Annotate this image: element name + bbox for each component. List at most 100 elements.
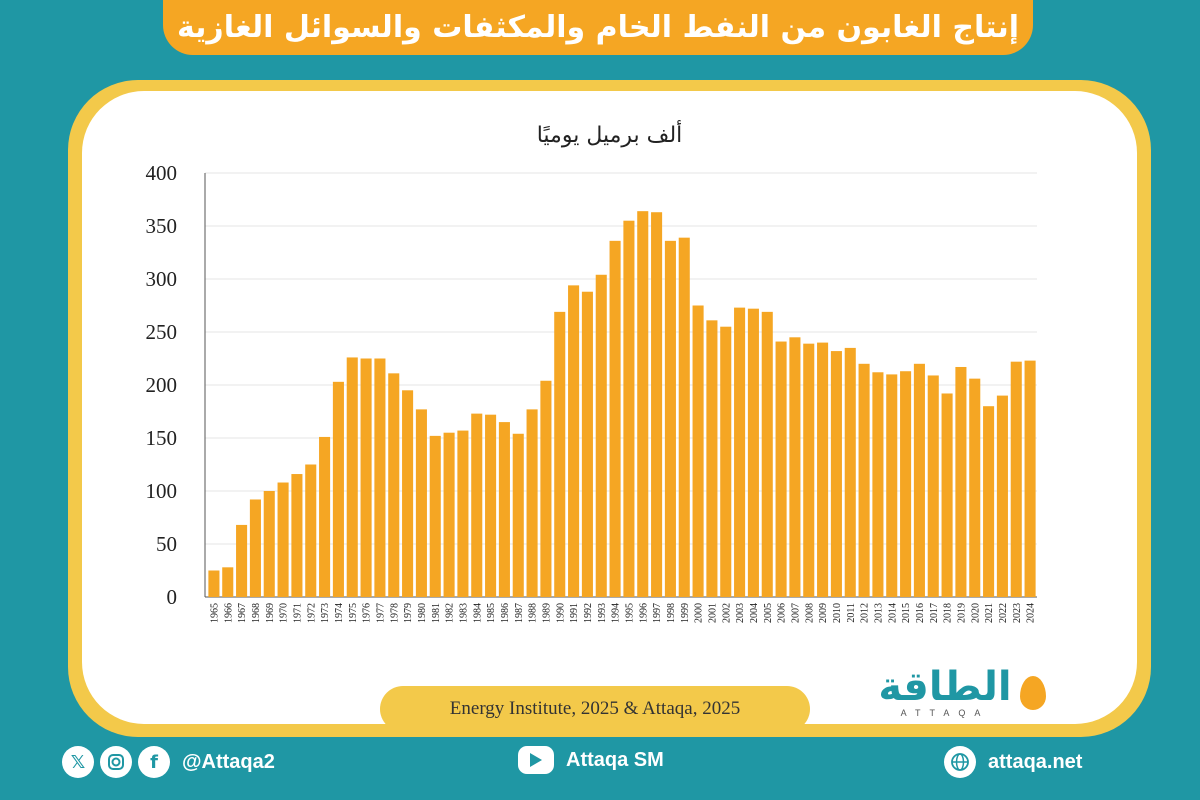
bar: [761, 311, 773, 597]
bar: [955, 366, 967, 597]
bar: [512, 433, 524, 597]
bar: [941, 393, 953, 597]
youtube-channel[interactable]: Attaqa SM: [566, 748, 664, 771]
y-tick-label: 0: [167, 585, 178, 609]
x-tick-label: 2003: [735, 603, 746, 623]
source-text: Energy Institute, 2025 & Attaqa, 2025: [449, 698, 741, 719]
y-tick-label: 200: [146, 373, 178, 397]
x-tick-label: 1999: [680, 603, 691, 623]
bar: [913, 363, 925, 597]
attaqa-logo: الطاقة ATTAQA: [870, 664, 1060, 728]
x-tick-label: 1977: [375, 603, 386, 623]
x-tick-label: 2000: [694, 603, 705, 623]
x-tick-label: 2002: [721, 603, 732, 623]
x-tick-label: 2017: [929, 603, 940, 623]
x-tick-label: 2015: [901, 603, 912, 623]
bar: [844, 347, 856, 597]
bar: [803, 343, 815, 597]
bar: [706, 320, 718, 597]
bar: [734, 307, 746, 597]
bar: [332, 381, 344, 597]
bar: [374, 358, 386, 597]
x-tick-label: 1993: [597, 603, 608, 623]
x-tick-label: 2007: [790, 603, 801, 623]
x-tick-label: 1972: [306, 603, 317, 623]
x-tick-label: 1971: [292, 603, 303, 623]
x-tick-label: 1979: [403, 603, 414, 623]
social-links: 𝕏 f @Attaqa2: [62, 746, 275, 778]
website-url[interactable]: attaqa.net: [988, 750, 1083, 773]
bar: [526, 409, 538, 597]
bar: [263, 491, 275, 597]
x-tick-label: 2011: [846, 603, 857, 623]
chart-title: إنتاج الغابون من النفط الخام والمكثفات و…: [176, 10, 1020, 45]
x-tick-label: 1992: [583, 603, 594, 623]
bar: [789, 337, 801, 597]
bar: [969, 378, 981, 597]
x-tick-label: 2014: [887, 603, 898, 623]
logo-arabic-text: الطاقة: [878, 664, 1012, 710]
bar: [402, 390, 414, 597]
bar: [319, 436, 331, 597]
globe-icon: [944, 746, 976, 778]
y-axis-unit-label: ألف برميل يوميًا: [536, 123, 683, 148]
x-tick-label: 1976: [362, 603, 373, 623]
x-tick-label: 1988: [528, 603, 539, 623]
youtube-icon: [518, 746, 554, 774]
y-tick-label: 400: [146, 161, 178, 185]
bar: [346, 357, 358, 597]
x-tick-label: 1980: [417, 603, 428, 623]
y-tick-label: 50: [156, 532, 177, 556]
bar: [720, 326, 732, 597]
bar: [830, 351, 842, 597]
bar: [485, 414, 497, 597]
x-tick-label: 1987: [514, 603, 525, 623]
youtube-link[interactable]: Attaqa SM: [518, 746, 664, 774]
x-tick-label: 2013: [873, 603, 884, 623]
bar: [291, 474, 303, 597]
x-icon[interactable]: 𝕏: [62, 746, 94, 778]
bar: [775, 341, 787, 597]
bar: [747, 308, 759, 597]
instagram-icon[interactable]: [100, 746, 132, 778]
social-handle[interactable]: @Attaqa2: [182, 750, 275, 773]
x-tick-label: 1966: [223, 603, 234, 623]
x-tick-label: 2016: [915, 603, 926, 623]
x-tick-label: 1989: [541, 603, 552, 623]
bar: [858, 363, 870, 597]
x-tick-label: 1967: [237, 603, 248, 623]
x-tick-label: 2023: [1012, 603, 1023, 623]
facebook-icon[interactable]: f: [138, 746, 170, 778]
website-link[interactable]: attaqa.net: [944, 746, 1082, 778]
bar: [208, 570, 220, 597]
x-tick-label: 1974: [334, 603, 345, 623]
y-tick-label: 350: [146, 214, 178, 238]
bar: [651, 212, 663, 597]
bar: [1010, 361, 1022, 597]
logo-latin-text: ATTAQA: [900, 708, 990, 718]
x-tick-label: 1968: [251, 603, 262, 623]
x-tick-label: 1973: [320, 603, 331, 623]
x-tick-label: 2004: [749, 603, 760, 623]
x-tick-label: 1965: [209, 603, 220, 623]
bar: [900, 371, 912, 597]
bar: [222, 567, 234, 597]
bar: [664, 240, 676, 597]
bar: [1024, 360, 1036, 597]
logo-drop-icon: [1020, 676, 1046, 710]
x-tick-label: 2020: [970, 603, 981, 623]
x-tick-label: 2018: [943, 603, 954, 623]
bar: [429, 435, 441, 597]
x-tick-label: 2021: [984, 603, 995, 623]
x-tick-label: 2019: [956, 603, 967, 623]
x-tick-label: 2001: [707, 603, 718, 623]
x-tick-label: 1978: [389, 603, 400, 623]
y-tick-label: 100: [146, 479, 178, 503]
bar: [236, 524, 248, 597]
bar: [927, 375, 939, 597]
x-tick-label: 1982: [445, 603, 456, 623]
y-tick-label: 300: [146, 267, 178, 291]
bar: [305, 464, 317, 597]
x-tick-label: 1984: [472, 603, 483, 623]
y-tick-label: 250: [146, 320, 178, 344]
